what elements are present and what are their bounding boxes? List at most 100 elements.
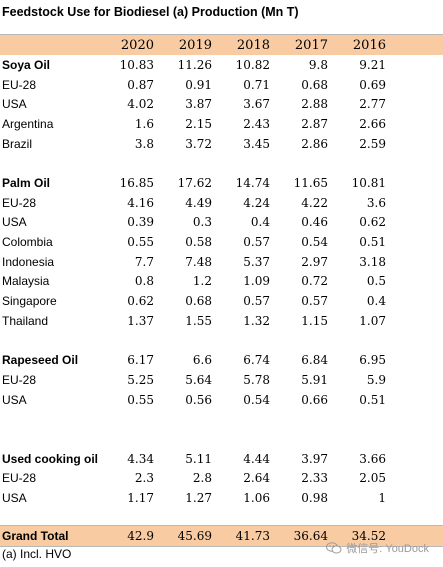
cell-value: 4.34 [127,451,154,466]
footnote: (a) Incl. HVO [2,547,72,561]
cell-value: 6.17 [127,353,154,368]
cell-value: 17.62 [177,175,212,190]
country-label: EU-28 [2,372,37,387]
year-header: 2016 [352,37,386,53]
cell-value: 0.57 [243,235,270,250]
wechat-icon [326,542,342,554]
cell-value: 2.33 [301,471,328,486]
cell-value: 10.83 [119,57,154,72]
cell-value: 9.21 [359,57,386,72]
cell-value: 1.06 [243,490,270,505]
spacer-row [0,409,443,429]
cell-value: 0.68 [301,77,328,92]
cell-value: 2.59 [359,136,386,151]
table-row: USA 0.55 0.56 0.54 0.66 0.51 [0,390,443,410]
table-body: Soya Oil 10.83 11.26 10.82 9.8 9.21 EU-28 0.87 0… [0,55,443,508]
country-label: USA [2,97,27,112]
cell-value: 2.64 [243,471,270,486]
table-row: USA 0.39 0.3 0.4 0.46 0.62 [0,213,443,233]
cell-value: 3.87 [185,97,212,112]
table-row: USA 4.02 3.87 3.67 2.88 2.77 [0,94,443,114]
country-label: Brazil [2,136,33,151]
cell-value: 0.72 [301,274,328,289]
cell-value: 0.62 [127,294,154,309]
cell-value: 0.68 [185,294,212,309]
cell-value: 0.57 [243,294,270,309]
cell-value: 5.25 [127,372,154,387]
year-header: 2017 [294,37,328,53]
cell-value: 1 [378,490,386,505]
cell-value: 16.85 [119,175,154,190]
spacer-row [0,429,443,449]
grand-total-label: Grand Total [2,529,69,543]
cell-value: 0.56 [185,392,212,407]
cell-value: 1.07 [359,313,386,328]
cell-value: 4.16 [127,195,154,210]
cell-value: 3.6 [366,195,386,210]
cell-value: 6.84 [301,353,328,368]
grand-total-value: 36.64 [293,529,328,543]
group-label: Rapeseed Oil [2,353,79,368]
table-row: USA 1.17 1.27 1.06 0.98 1 [0,488,443,508]
cell-value: 2.97 [301,254,328,269]
table-row: Brazil 3.8 3.72 3.45 2.86 2.59 [0,134,443,154]
table-row: Argentina 1.6 2.15 2.43 2.87 2.66 [0,114,443,134]
country-label: USA [2,490,27,505]
spacer-row [0,153,443,173]
grand-total-value: 41.73 [235,529,270,543]
cell-value: 11.65 [293,175,328,190]
table-title: Feedstock Use for Biodiesel (a) Producti… [2,5,299,19]
cell-value: 2.05 [359,471,386,486]
cell-value: 2.15 [185,116,212,131]
cell-value: 1.15 [301,313,328,328]
country-label: Indonesia [2,254,55,269]
table-row: Malaysia 0.8 1.2 1.09 0.72 0.5 [0,272,443,292]
cell-value: 0.55 [127,392,154,407]
cell-value: 4.24 [243,195,270,210]
country-label: Thailand [2,313,49,328]
table-row: EU-28 2.3 2.8 2.64 2.33 2.05 [0,468,443,488]
table-row: Singapore 0.62 0.68 0.57 0.57 0.4 [0,291,443,311]
spacer-row [0,331,443,351]
country-label: EU-28 [2,195,37,210]
cell-value: 7.48 [185,254,212,269]
cell-value: 4.02 [127,97,154,112]
cell-value: 0.51 [359,392,386,407]
cell-value: 0.66 [301,392,328,407]
cell-value: 0.91 [185,77,212,92]
table-row: EU-28 0.87 0.91 0.71 0.68 0.69 [0,75,443,95]
cell-value: 0.62 [359,215,386,230]
cell-value: 5.37 [243,254,270,269]
cell-value: 3.72 [185,136,212,151]
cell-value: 5.9 [366,372,386,387]
group-row: Palm Oil 16.85 17.62 14.74 11.65 10.81 [0,173,443,193]
cell-value: 1.55 [185,313,212,328]
cell-value: 6.6 [192,353,212,368]
watermark: 微信号: YouDock [326,540,429,556]
cell-value: 4.49 [185,195,212,210]
grand-total-value: 42.9 [127,529,154,543]
country-label: EU-28 [2,471,37,486]
country-label: Colombia [2,235,53,250]
cell-value: 6.74 [243,353,270,368]
cell-value: 2.87 [301,116,328,131]
cell-value: 0.4 [250,215,270,230]
country-label: Argentina [2,116,54,131]
cell-value: 4.22 [301,195,328,210]
country-label: Malaysia [2,274,50,289]
year-header: 2019 [178,37,212,53]
cell-value: 3.8 [134,136,154,151]
grand-total-value: 34.52 [351,529,386,543]
cell-value: 1.37 [127,313,154,328]
cell-value: 2.8 [192,471,212,486]
country-label: Singapore [2,294,57,309]
cell-value: 0.51 [359,235,386,250]
cell-value: 0.54 [243,392,270,407]
feedstock-table: 2020 2019 2018 2017 2016 Soya Oil 10.83 11… [0,34,443,508]
group-label: Used cooking oil [2,451,99,466]
group-row: Soya Oil 10.83 11.26 10.82 9.8 9.21 [0,55,443,75]
cell-value: 0.55 [127,235,154,250]
cell-value: 0.58 [185,235,212,250]
cell-value: 0.8 [134,274,154,289]
cell-value: 1.09 [243,274,270,289]
